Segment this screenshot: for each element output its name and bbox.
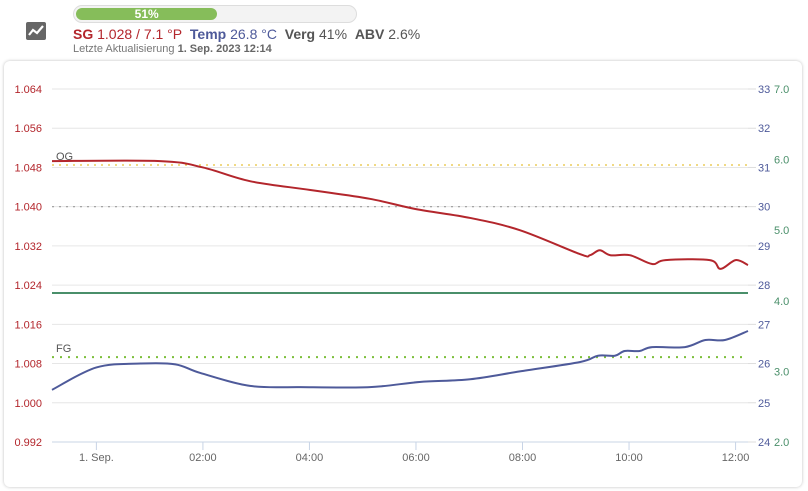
x-tick-label: 10:00 (615, 452, 643, 464)
y-right-tick-label: 26 (758, 359, 770, 371)
y-right-tick-label: 31 (758, 162, 770, 174)
update-label: Letzte Aktualisierung (73, 43, 175, 55)
y-left-tick-label: 1.024 (14, 280, 42, 292)
y-right-tick-label: 32 (758, 123, 770, 135)
y-right2-tick-label: 2.0 (774, 437, 789, 449)
y-left-tick-label: 1.016 (14, 319, 42, 331)
chart-card (4, 61, 802, 487)
abv-value: 2.6% (388, 26, 421, 42)
reference-line-label: FG (56, 343, 71, 355)
x-tick-label: 04:00 (296, 452, 324, 464)
y-left-tick-label: 1.048 (14, 162, 42, 174)
sg-series-line (51, 159, 749, 270)
sg-label: SG (73, 26, 94, 42)
y-right2-tick-label: 6.0 (774, 155, 789, 167)
y-right2-tick-label: 4.0 (774, 296, 789, 308)
y-right-tick-label: 29 (758, 241, 770, 253)
header: 51% SG 1.028 / 7.1 °P Temp 26.8 °C Verg … (0, 0, 808, 60)
y-right2-tick-label: 7.0 (774, 84, 789, 96)
x-tick-label: 08:00 (509, 452, 537, 464)
x-tick-label: 12:00 (722, 452, 750, 464)
verg-value: 41% (319, 26, 348, 42)
y-right2-tick-label: 5.0 (774, 225, 789, 237)
y-right-tick-label: 25 (758, 398, 770, 410)
y-left-tick-label: 0.992 (14, 437, 42, 449)
update-value: 1. Sep. 2023 12:14 (177, 43, 272, 55)
y-right-tick-label: 30 (758, 202, 770, 214)
last-update: Letzte Aktualisierung 1. Sep. 2023 12:14 (73, 43, 272, 55)
y-left-tick-label: 1.000 (14, 398, 42, 410)
temp-series-line (51, 330, 749, 391)
x-tick-label: 02:00 (189, 452, 217, 464)
y-left-tick-label: 1.008 (14, 359, 42, 371)
x-tick-label: 1. Sep. (79, 452, 114, 464)
y-left-tick-label: 1.032 (14, 241, 42, 253)
temp-label: Temp (189, 26, 227, 42)
y-left-tick-label: 1.056 (14, 123, 42, 135)
y-right-tick-label: 28 (758, 280, 770, 292)
y-left-tick-label: 1.040 (14, 202, 42, 214)
x-tick-label: 06:00 (402, 452, 430, 464)
abv-label: ABV (354, 26, 385, 42)
stats-line: SG 1.028 / 7.1 °P Temp 26.8 °C Verg 41% … (73, 26, 420, 42)
y-right2-tick-label: 3.0 (774, 366, 789, 378)
progress-fill: 51% (76, 8, 218, 20)
sg-value: 1.028 / 7.1 °P (97, 26, 183, 42)
y-right-tick-label: 27 (758, 319, 770, 331)
y-left-tick-label: 1.064 (14, 84, 42, 96)
y-right-tick-label: 24 (758, 437, 770, 449)
temp-value: 26.8 °C (230, 26, 277, 42)
chart-line-icon (26, 22, 46, 40)
y-right-tick-label: 33 (758, 84, 770, 96)
verg-label: Verg (284, 26, 316, 42)
progress-bar: 51% (73, 5, 357, 23)
